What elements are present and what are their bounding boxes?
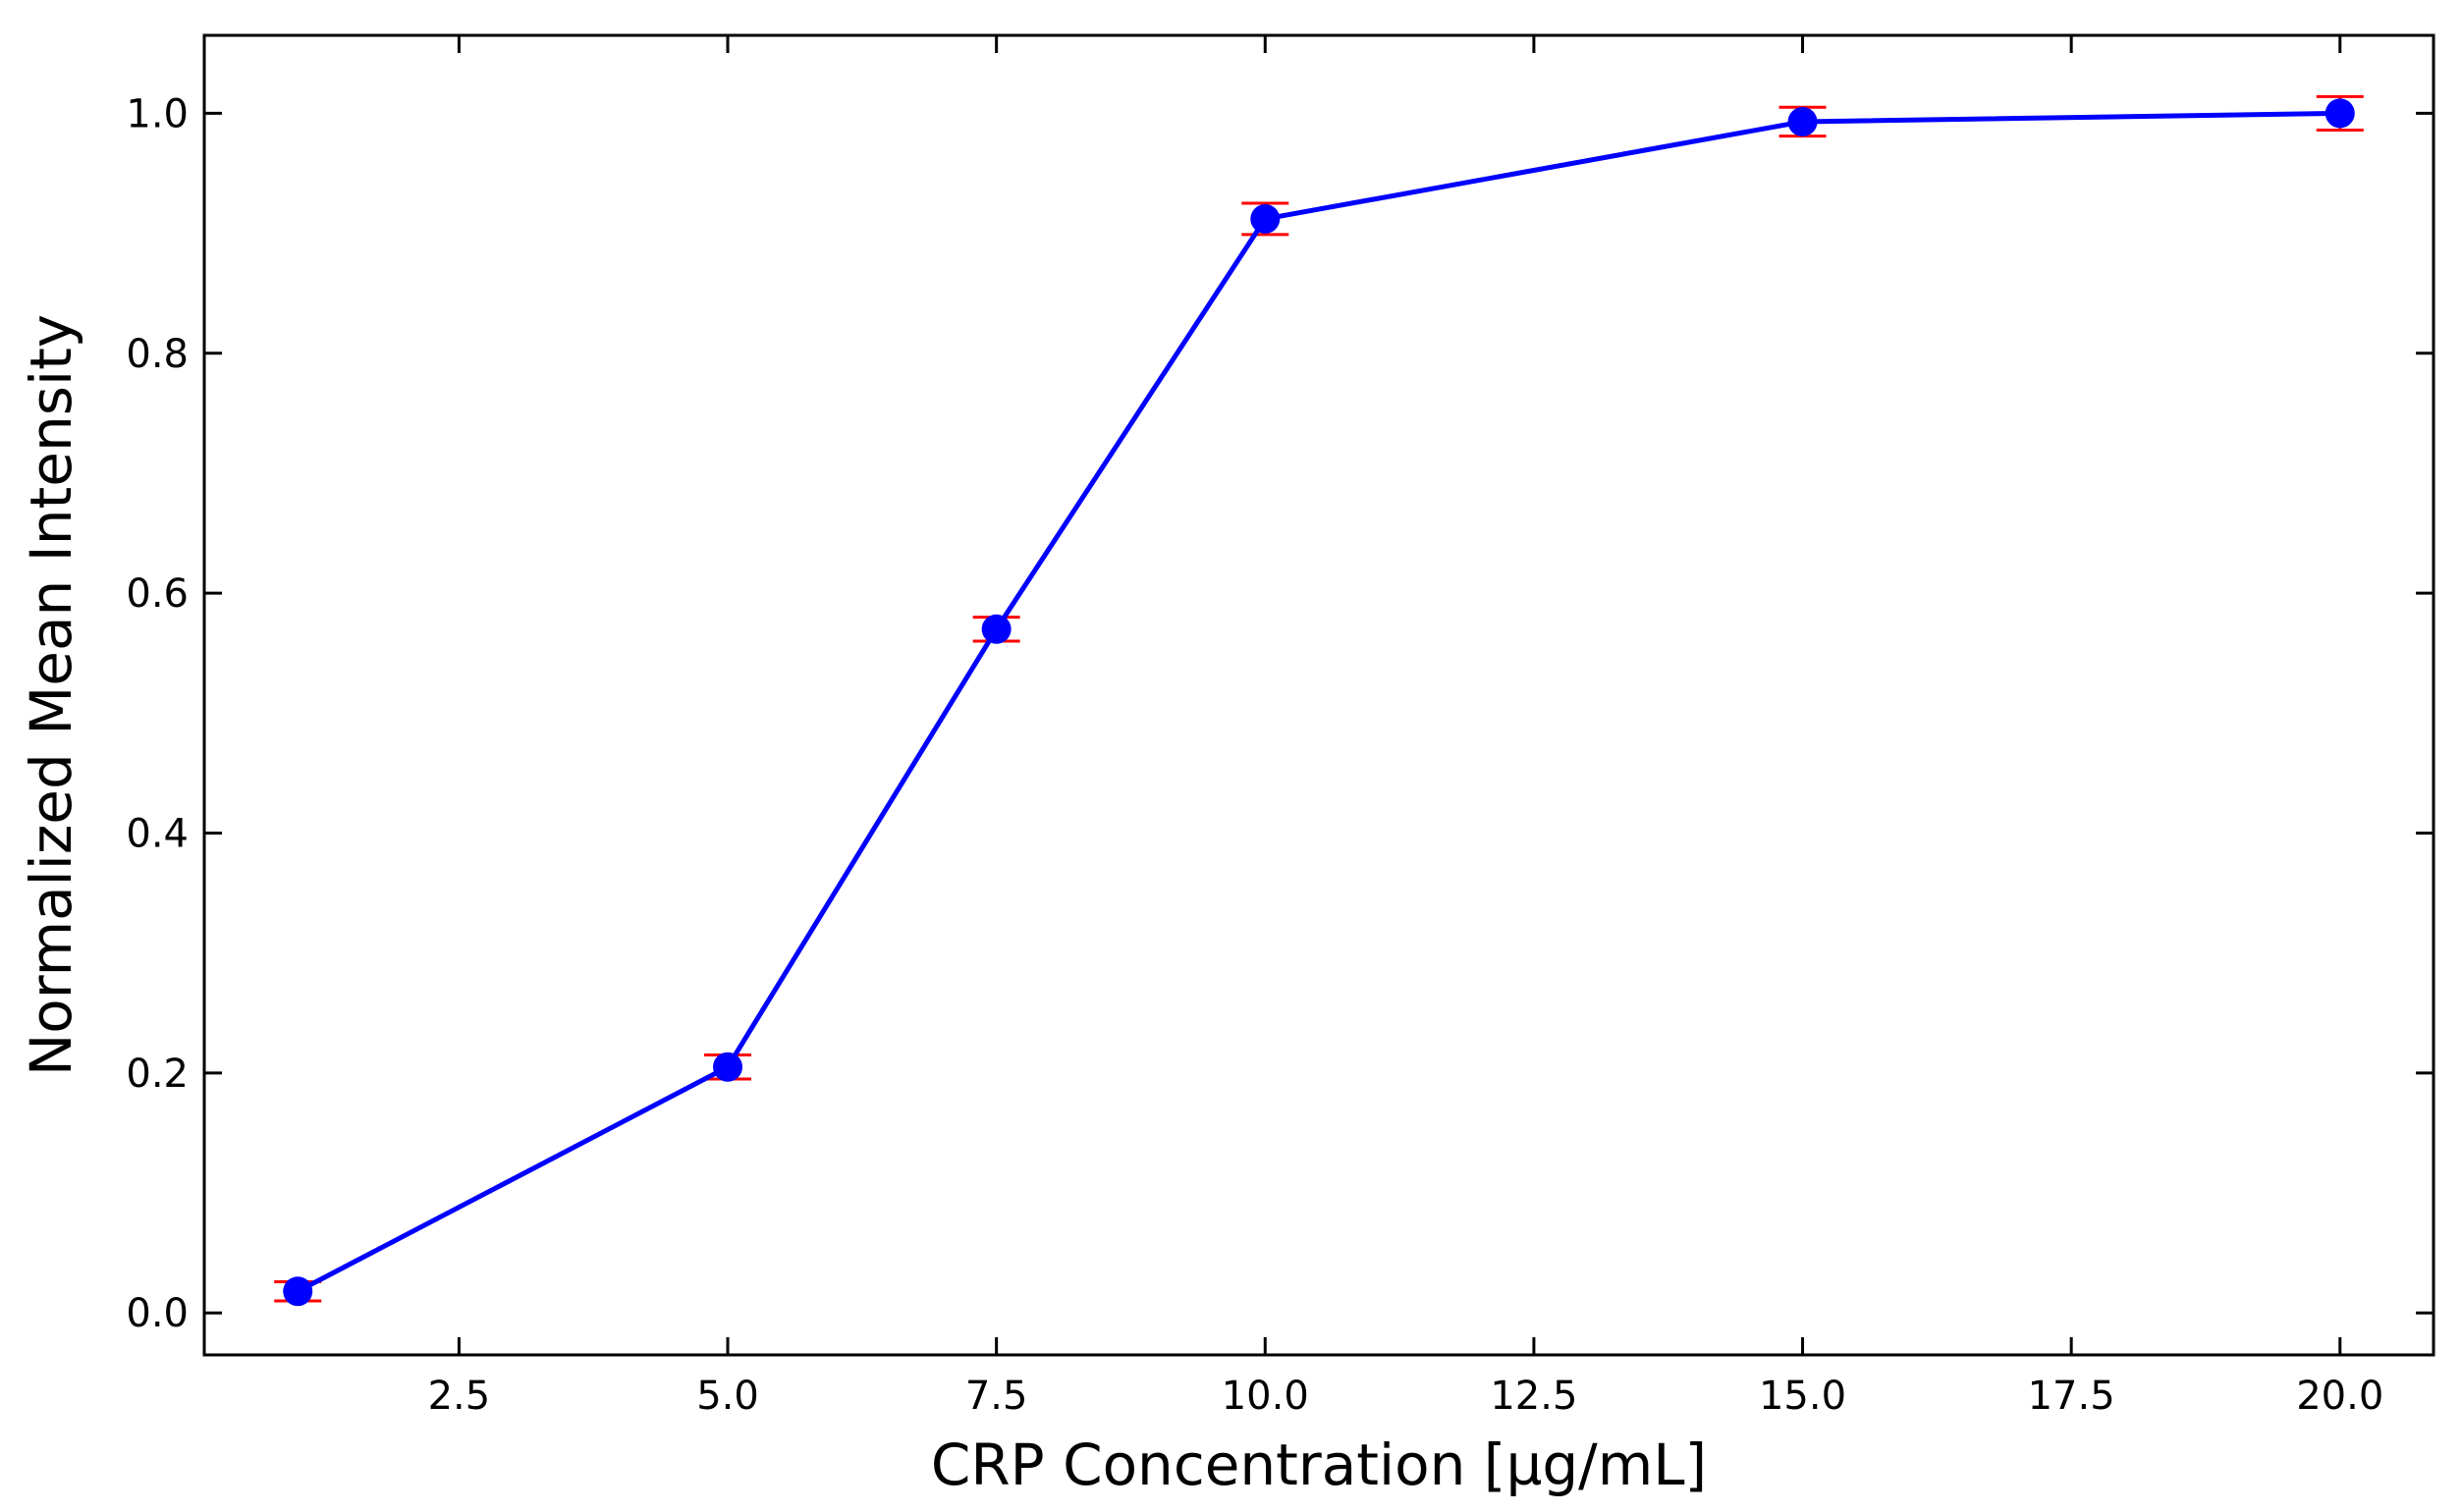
series-line-group bbox=[297, 110, 2340, 1294]
y-tick-label: 0.0 bbox=[126, 1291, 189, 1336]
plot-frame bbox=[202, 33, 2435, 1357]
series-line bbox=[297, 110, 2340, 1294]
x-tick-label: 17.5 bbox=[2028, 1374, 2115, 1419]
data-point bbox=[981, 614, 1012, 644]
y-tick-label: 0.2 bbox=[126, 1052, 189, 1097]
x-axis-title: CRP Concentration [µg/mL] bbox=[931, 1431, 1707, 1498]
x-tick-label: 12.5 bbox=[1490, 1374, 1577, 1419]
y-tick-label: 0.4 bbox=[126, 812, 189, 857]
x-tick-label: 7.5 bbox=[965, 1374, 1028, 1419]
x-tick-label: 10.0 bbox=[1222, 1374, 1309, 1419]
y-tick-label: 0.8 bbox=[126, 332, 189, 377]
data-point bbox=[2325, 98, 2355, 129]
y-axis-title: Normalized Mean Intensity bbox=[18, 314, 84, 1076]
data-point bbox=[283, 1276, 313, 1307]
y-tick-label: 0.6 bbox=[126, 571, 189, 617]
x-tick-label: 20.0 bbox=[2296, 1374, 2383, 1419]
data-point bbox=[1250, 203, 1281, 234]
y-tick-label: 1.0 bbox=[126, 91, 189, 136]
data-point bbox=[713, 1052, 743, 1082]
axes: 2.5 5.0 7.5 10.0 12.5 15.0 17.5 20.0 0.0 0.2 0.4 0.… bbox=[126, 33, 2435, 1419]
x-tick-label: 15.0 bbox=[1759, 1374, 1846, 1419]
data-point bbox=[1787, 106, 1818, 136]
x-tick-label: 2.5 bbox=[428, 1374, 491, 1419]
error-bars bbox=[274, 94, 2364, 1303]
x-tick-label: 5.0 bbox=[696, 1374, 759, 1419]
data-points bbox=[283, 98, 2355, 1307]
